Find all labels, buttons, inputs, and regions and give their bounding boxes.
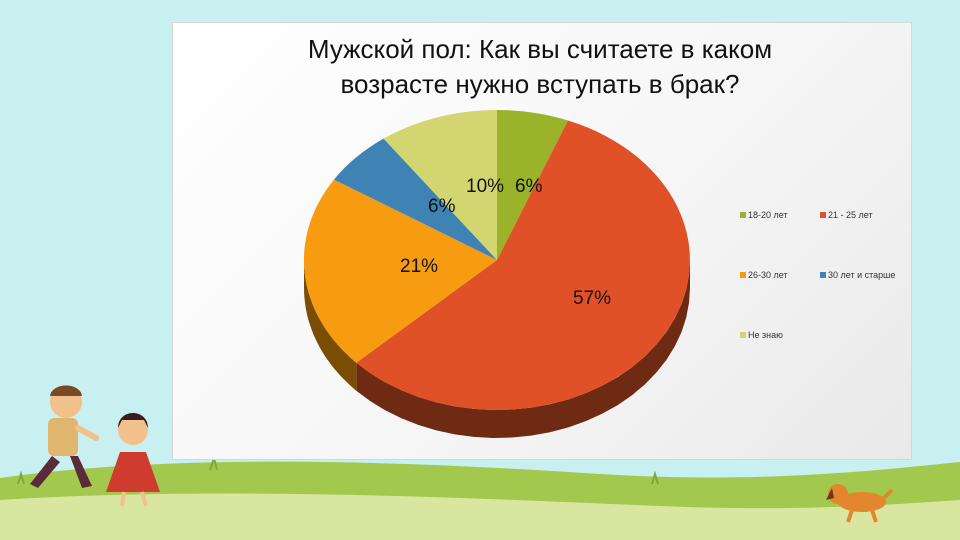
pie-side-1 (356, 260, 690, 438)
chart-title-line-1: Мужской пол: Как вы считаете в каком (307, 34, 773, 64)
pie-slice-2 (303, 179, 497, 363)
dog-illustration (826, 484, 894, 523)
legend-label-0: 18-20 лет (748, 210, 788, 220)
chart-title-line-2: возрасте нужно вступать в брак? (340, 69, 740, 99)
legend-swatch-4 (740, 332, 746, 338)
pie-slices (303, 109, 690, 410)
legend-item-3: 30 лет и старше (820, 270, 895, 280)
pie-sides (304, 260, 690, 438)
pie-slice-1 (356, 120, 690, 410)
data-label-0: 6% (515, 176, 543, 197)
legend-item-2: 26-30 лет (740, 270, 788, 280)
pie-side-2 (304, 260, 357, 391)
legend-label-1: 21 - 25 лет (828, 210, 873, 220)
chart-title: Мужской пол: Как вы считаете в каком воз… (240, 32, 840, 102)
legend-swatch-3 (820, 272, 826, 278)
legend: 18-20 лет 21 - 25 лет 26-30 лет 30 лет и ст… (740, 210, 910, 360)
data-label-1: 57% (573, 288, 611, 309)
legend-item-0: 18-20 лет (740, 210, 788, 220)
legend-item-4: Не знаю (740, 330, 783, 340)
pie-labels: 6% 57% 21% 6% 10% (400, 176, 611, 309)
legend-label-3: 30 лет и старше (828, 270, 896, 280)
legend-item-1: 21 - 25 лет (820, 210, 873, 220)
pie-slice-4 (383, 110, 497, 260)
legend-swatch-0 (740, 212, 746, 218)
pie-slice-0 (497, 109, 568, 260)
pie-slice-3 (334, 138, 497, 260)
legend-label-2: 26-30 лет (748, 270, 788, 280)
boy-illustration (30, 385, 99, 488)
legend-label-4: Не знаю (748, 330, 783, 340)
data-label-3: 6% (428, 196, 456, 217)
girl-illustration (106, 413, 160, 507)
legend-swatch-1 (820, 212, 826, 218)
data-label-4: 10% (466, 176, 504, 197)
data-label-2: 21% (400, 256, 438, 277)
legend-swatch-2 (740, 272, 746, 278)
